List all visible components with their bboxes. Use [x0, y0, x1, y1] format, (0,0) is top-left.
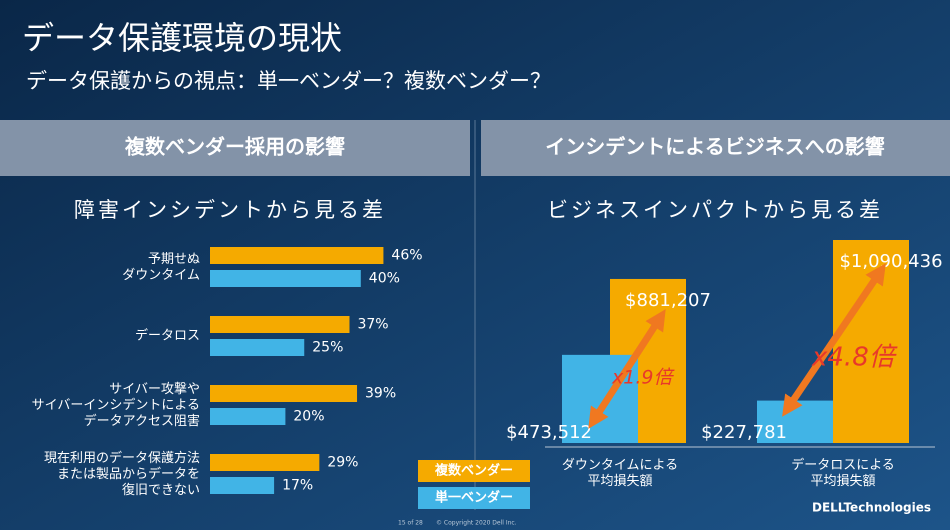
arrow: [782, 263, 886, 417]
category-label: データロスによる平均損失額: [791, 457, 895, 489]
value-label: 29%: [327, 455, 358, 471]
panel-header: [0, 120, 470, 176]
bar: [210, 270, 361, 287]
bar: [210, 247, 384, 264]
arrow: [588, 309, 666, 429]
value-label: 40%: [369, 271, 400, 287]
value-label: $1,090,436: [839, 251, 942, 272]
category-label: 現在利用のデータ保護方法または製品からデータを復旧できない: [44, 450, 200, 498]
value-label: 17%: [282, 478, 313, 494]
value-label: $473,512: [506, 422, 592, 443]
slide-title: データ保護環境の現状: [22, 19, 342, 57]
panel-title: インシデントによるビジネスへの影響: [545, 135, 884, 159]
category-label: サイバー攻撃やサイバーインシデントによるデータアクセス阻害: [32, 381, 200, 429]
page-number: 15 of 28: [398, 520, 423, 527]
category-label: 予期せぬダウンタイム: [122, 252, 200, 283]
panel-header: [481, 120, 950, 176]
copyright: © Copyright 2020 Dell Inc.: [436, 520, 517, 527]
value-label: 39%: [365, 386, 396, 402]
bar: [210, 339, 305, 356]
bar: [210, 477, 275, 494]
legend-label: 複数ベンダー: [434, 463, 513, 479]
bar: [210, 316, 350, 333]
panel-title: 複数ベンダー採用の影響: [125, 135, 345, 159]
bar: [210, 408, 286, 425]
value-label: 37%: [357, 317, 388, 333]
annotation: x1.9倍: [611, 367, 675, 389]
chart-subtitle: ビジネスインパクトから見る差: [547, 198, 883, 222]
value-label: $227,781: [701, 422, 787, 443]
bar: [210, 454, 320, 471]
value-label: 46%: [391, 248, 422, 264]
slide-subtitle: データ保護からの視点：単一ベンダー？複数ベンダー？: [26, 69, 551, 93]
value-label: 25%: [312, 340, 343, 356]
value-label: 20%: [293, 409, 324, 425]
legend-swatch: [418, 487, 530, 509]
logo: DELLTechnologies: [812, 501, 931, 515]
value-label: $881,207: [625, 290, 711, 311]
category-label: データロス: [135, 328, 200, 344]
annotation: x4.8倍: [811, 343, 898, 373]
chart-subtitle: 障害インシデントから見る差: [74, 198, 386, 222]
legend-label: 単一ベンダー: [435, 490, 513, 506]
bar: [210, 385, 358, 402]
category-label: ダウンタイムによる平均損失額: [562, 458, 678, 489]
legend-swatch: [418, 460, 530, 482]
